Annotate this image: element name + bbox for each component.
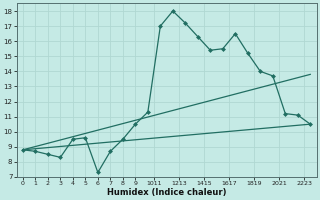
X-axis label: Humidex (Indice chaleur): Humidex (Indice chaleur) <box>107 188 226 197</box>
